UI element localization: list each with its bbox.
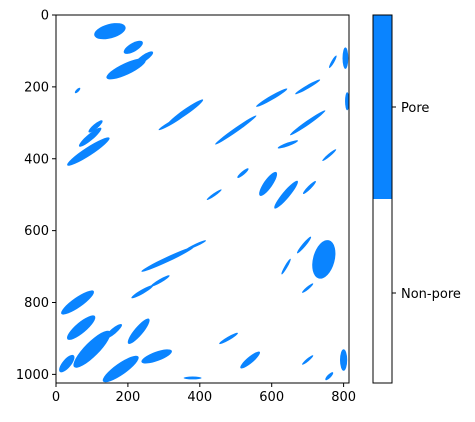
pore-region <box>186 240 207 250</box>
pore-region <box>59 354 75 373</box>
pore-region <box>66 315 96 340</box>
pore-region <box>141 247 194 272</box>
pore-region <box>340 349 348 371</box>
pore-region <box>274 180 298 209</box>
pore-region <box>256 88 288 107</box>
y-tick-label: 800 <box>24 296 49 311</box>
colorbar-pore-segment <box>373 15 392 199</box>
pore-region <box>302 283 314 293</box>
y-tick-label: 600 <box>24 224 49 239</box>
pore-region <box>259 171 278 196</box>
pore-region <box>215 115 257 145</box>
pore-region <box>73 330 111 368</box>
pore-region <box>131 285 154 299</box>
pore-region <box>342 47 349 69</box>
pore-region <box>289 110 326 136</box>
pore-region <box>296 236 312 254</box>
pore-region <box>295 79 321 95</box>
colorbar-label-nonpore: Non-pore <box>401 287 461 302</box>
pore-region <box>61 290 95 315</box>
colorbar-frame <box>372 14 393 384</box>
y-tick-label: 200 <box>24 80 49 95</box>
pore-region <box>277 140 299 149</box>
colorbar-label-pore: Pore <box>401 101 429 116</box>
y-tick-label: 0 <box>41 9 49 24</box>
x-tick-label: 200 <box>115 390 140 405</box>
plot-frame <box>55 14 350 384</box>
pore-region <box>158 115 184 131</box>
pore-region <box>281 258 291 275</box>
pore-region <box>219 332 238 345</box>
pore-region <box>123 40 143 54</box>
pore-region <box>206 189 222 200</box>
pore-region <box>135 51 154 65</box>
pore-region <box>302 181 316 194</box>
x-tick-label: 400 <box>187 390 212 405</box>
colorbar-nonpore-segment <box>373 199 392 383</box>
pore-region <box>74 87 81 94</box>
pore-region <box>325 372 334 381</box>
y-tick-label: 400 <box>24 152 49 167</box>
plot-background <box>56 15 349 383</box>
pore-region <box>150 275 170 287</box>
y-tick-label: 1000 <box>16 368 49 383</box>
x-tick-label: 800 <box>331 390 356 405</box>
pore-region <box>312 240 336 279</box>
pore-region <box>329 55 337 68</box>
pore-region <box>102 355 139 383</box>
pore-regions <box>59 23 349 383</box>
x-axis: 0 200 400 600 800 <box>52 383 356 405</box>
pore-region <box>78 127 102 147</box>
pore-region <box>345 92 349 111</box>
pore-region <box>141 349 172 364</box>
pore-region <box>105 323 122 339</box>
pore-region <box>67 137 110 166</box>
pore-region <box>237 168 249 178</box>
x-tick-label: 0 <box>52 390 60 405</box>
pore-region <box>88 120 103 133</box>
pore-region <box>94 23 126 40</box>
pore-region <box>127 318 150 344</box>
pore-region <box>322 149 337 162</box>
pore-region <box>240 351 260 369</box>
pore-region <box>302 355 314 365</box>
y-axis: 0 200 400 600 800 1000 <box>16 9 56 383</box>
pore-region <box>183 376 202 380</box>
x-tick-label: 600 <box>259 390 284 405</box>
